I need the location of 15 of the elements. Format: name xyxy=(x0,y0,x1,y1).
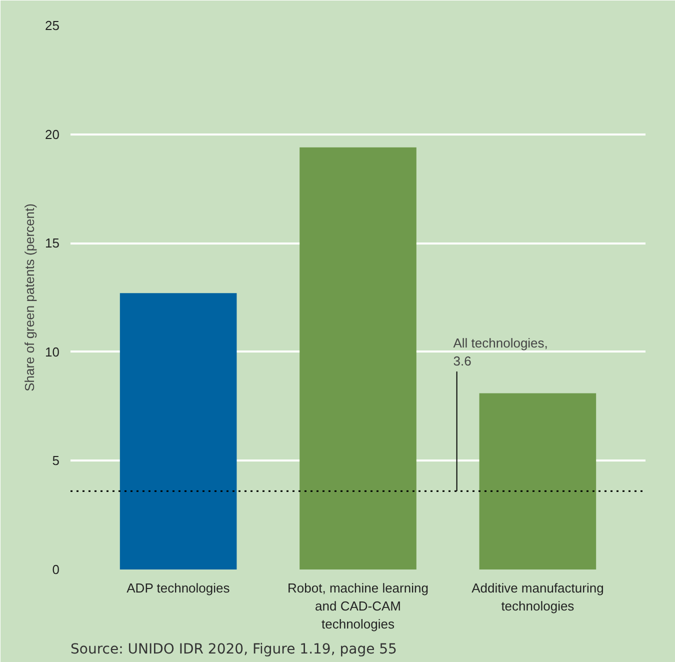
y-tick-label: 0 xyxy=(52,562,60,577)
x-tick-label: Robot, machine learning and CAD-CAM technologies xyxy=(288,580,428,632)
y-tick-label: 20 xyxy=(45,126,60,142)
x-tick-label: Additive manufacturing technologies xyxy=(472,580,604,614)
y-tick-label: 15 xyxy=(45,236,60,251)
x-tick-label: ADP technologies xyxy=(126,580,230,596)
bar xyxy=(120,293,237,570)
bar xyxy=(479,393,596,570)
bar xyxy=(300,147,416,570)
y-axis-title: Share of green patents (percent) xyxy=(22,204,38,392)
y-tick-label: 10 xyxy=(45,344,60,360)
y-tick-label: 25 xyxy=(45,18,60,33)
y-tick-label: 5 xyxy=(52,453,60,468)
source-note: Source: UNIDO IDR 2020, Figure 1.19, page 55 xyxy=(70,642,397,658)
ref-line-label: All technologies, 3.6 xyxy=(453,335,548,368)
